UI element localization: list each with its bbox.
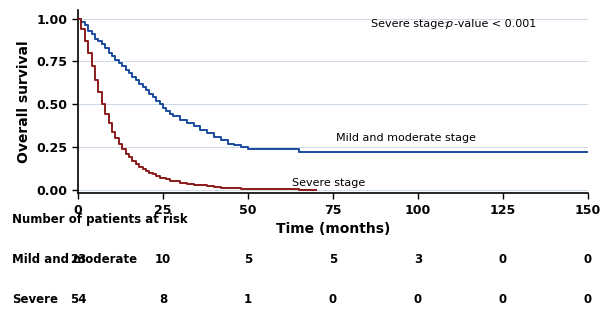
Text: 54: 54	[70, 293, 86, 306]
Text: 10: 10	[155, 253, 171, 266]
Text: 0: 0	[329, 293, 337, 306]
Text: 0: 0	[414, 293, 422, 306]
Text: 8: 8	[159, 293, 167, 306]
Text: -value < 0.001: -value < 0.001	[454, 19, 536, 29]
Y-axis label: Overall survival: Overall survival	[17, 40, 31, 163]
Text: Mild and moderate stage: Mild and moderate stage	[335, 133, 476, 143]
Text: 0: 0	[499, 253, 507, 266]
Text: 1: 1	[244, 293, 252, 306]
Text: 5: 5	[244, 253, 252, 266]
Text: Severe stage:: Severe stage:	[371, 19, 455, 29]
Text: p: p	[445, 19, 452, 29]
X-axis label: Time (months): Time (months)	[276, 222, 390, 236]
Text: Mild and moderate: Mild and moderate	[12, 253, 137, 266]
Text: 0: 0	[584, 253, 592, 266]
Text: Severe stage: Severe stage	[292, 178, 365, 188]
Text: Severe: Severe	[12, 293, 58, 306]
Text: Number of patients at risk: Number of patients at risk	[12, 213, 188, 226]
Text: 23: 23	[70, 253, 86, 266]
Text: 3: 3	[414, 253, 422, 266]
Text: 0: 0	[499, 293, 507, 306]
Text: 5: 5	[329, 253, 337, 266]
Text: 0: 0	[584, 293, 592, 306]
